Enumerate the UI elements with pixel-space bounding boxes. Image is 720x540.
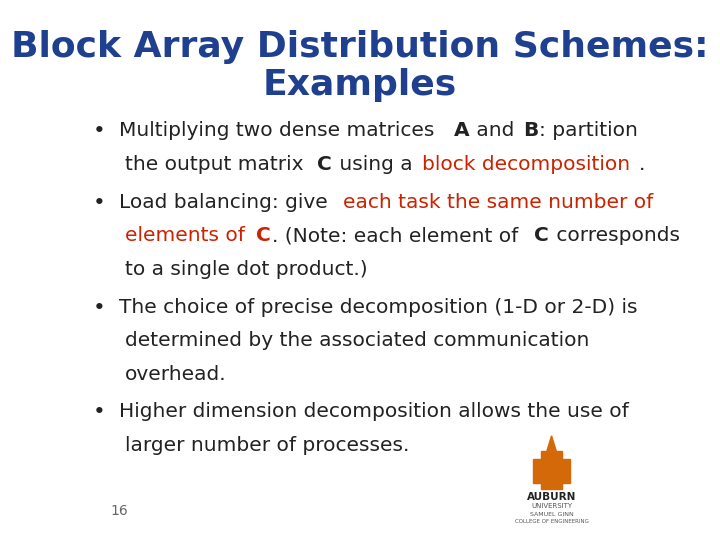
Text: •: •: [93, 193, 106, 213]
Text: corresponds: corresponds: [550, 226, 680, 245]
Text: •: •: [93, 122, 106, 141]
Text: the output matrix: the output matrix: [125, 155, 310, 174]
Text: elements of: elements of: [125, 226, 251, 245]
Polygon shape: [547, 436, 557, 451]
Text: each task the same number of: each task the same number of: [343, 193, 653, 212]
Text: Load balancing: give: Load balancing: give: [119, 193, 334, 212]
Text: B: B: [523, 122, 538, 140]
Text: and: and: [470, 122, 521, 140]
Text: •: •: [93, 298, 106, 318]
Text: COLLEGE OF ENGINEERING: COLLEGE OF ENGINEERING: [515, 519, 588, 524]
Text: C: C: [318, 155, 332, 174]
Text: SAMUEL GINN: SAMUEL GINN: [530, 512, 573, 517]
Text: Multiplying two dense matrices: Multiplying two dense matrices: [119, 122, 441, 140]
Text: . (Note: each element of: . (Note: each element of: [271, 226, 524, 245]
Text: to a single dot product.): to a single dot product.): [125, 260, 367, 279]
Text: AUBURN: AUBURN: [527, 492, 576, 502]
Text: Block Array Distribution Schemes:: Block Array Distribution Schemes:: [12, 30, 708, 64]
Text: UNIVERSITY: UNIVERSITY: [531, 503, 572, 509]
Text: A: A: [454, 122, 469, 140]
Text: C: C: [534, 226, 549, 245]
Text: determined by the associated communication: determined by the associated communicati…: [125, 331, 589, 350]
Text: Higher dimension decomposition allows the use of: Higher dimension decomposition allows th…: [119, 402, 629, 421]
Bar: [541, 451, 562, 489]
Bar: [562, 459, 570, 483]
Text: block decomposition: block decomposition: [422, 155, 630, 174]
Text: C: C: [256, 226, 271, 245]
Text: .: .: [639, 155, 645, 174]
Text: 16: 16: [110, 504, 128, 518]
Bar: [533, 459, 541, 483]
Text: Examples: Examples: [263, 68, 457, 102]
Text: The choice of precise decomposition (1-D or 2-D) is: The choice of precise decomposition (1-D…: [119, 298, 638, 316]
Text: larger number of processes.: larger number of processes.: [125, 436, 409, 455]
Text: using a: using a: [333, 155, 418, 174]
Text: overhead.: overhead.: [125, 364, 227, 383]
Text: •: •: [93, 402, 106, 422]
Text: : partition: : partition: [539, 122, 638, 140]
